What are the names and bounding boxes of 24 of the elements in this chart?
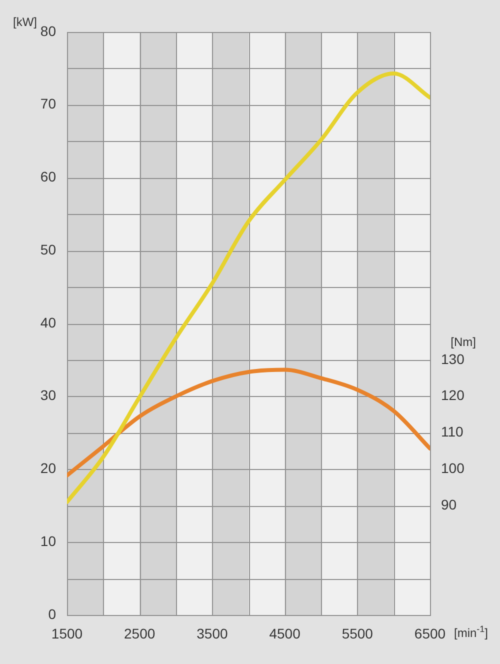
y-tick-label: 50 (40, 241, 56, 258)
x-tick-label: 2500 (124, 625, 156, 642)
y-tick-label: 60 (40, 168, 56, 185)
y-tick-label: 10 (40, 532, 56, 549)
x-tick-label: 1500 (51, 625, 83, 642)
line-series (67, 368, 430, 478)
x-tick-label: 6500 (414, 625, 446, 642)
line-series (67, 72, 430, 504)
x-tick-label: 4500 (269, 625, 301, 642)
x-tick-label: 5500 (342, 625, 374, 642)
y-tick-label: 30 (40, 387, 56, 404)
y2-axis-title: [Nm] (450, 334, 476, 349)
y2-tick-label: 90 (441, 496, 457, 513)
y-tick-label: 70 (40, 96, 56, 112)
y2-tick-label: 120 (441, 387, 465, 404)
y-tick-label: 0 (48, 606, 56, 622)
y2-tick-label: 110 (441, 424, 464, 440)
y-axis-title: [kW] (13, 15, 38, 29)
y-tick-label: 40 (40, 314, 56, 330)
y2-tick-label: 100 (441, 460, 465, 476)
y-tick-label: 80 (40, 22, 56, 39)
y2-tick-label: 130 (441, 350, 465, 367)
x-tick-label: 3500 (196, 625, 228, 642)
y-tick-label: 20 (40, 460, 56, 476)
